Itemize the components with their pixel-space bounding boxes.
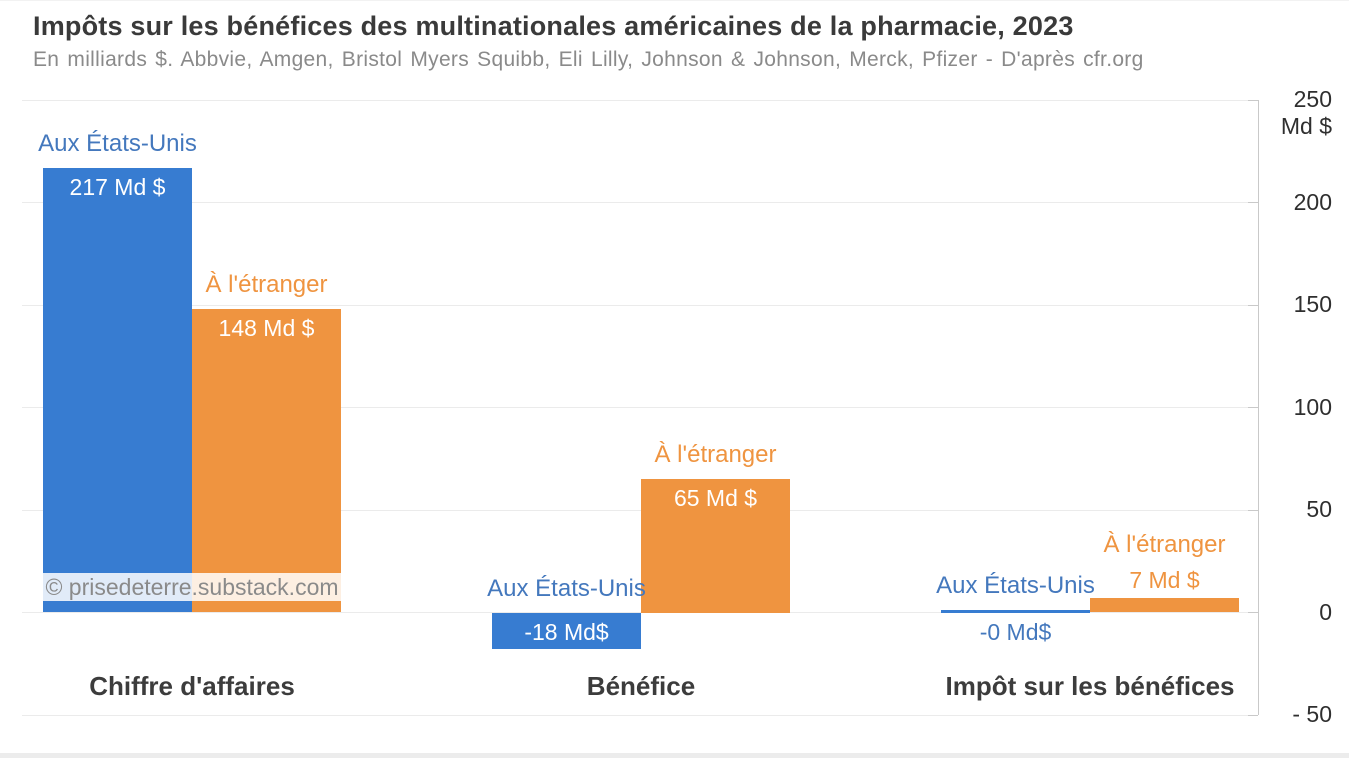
gridline [22,304,1258,306]
series-name-label: À l'étranger [654,441,777,469]
y-axis-tick-label: - 50 [1292,701,1332,727]
category-label: Impôt sur les bénéfices [945,671,1235,701]
y-axis-tick [1248,714,1258,716]
series-name-label: Aux États-Unis [487,574,646,602]
gridline [22,202,1258,203]
y-axis-line [1258,100,1259,715]
gridline [22,99,1258,101]
bar-value-label: 65 Md $ [673,485,758,512]
y-axis-tick [1248,407,1258,408]
bar-value-label: -0 Md$ [979,618,1052,645]
bar-value-label: 148 Md $ [218,315,315,342]
y-axis-tick-label: 100 [1293,393,1332,420]
bottom-border-strip [0,753,1349,758]
series-name-label: À l'étranger [1103,531,1226,559]
y-axis-tick-label: 50 [1306,496,1332,522]
gridline [22,714,1258,716]
bar-value-label: 217 Md $ [69,173,166,200]
bar-value-label: 7 Md $ [1129,567,1200,594]
y-axis-unit-label: Md $ [1280,113,1332,139]
y-axis-tick [1248,612,1258,613]
series-name-label: À l'étranger [205,271,328,299]
bar [192,309,341,613]
y-axis-tick [1248,509,1258,511]
category-label: Bénéfice [586,671,696,701]
bar [1090,598,1239,613]
gridline [22,509,1258,511]
bar [941,609,1090,613]
y-axis-tick-label: 250 [1293,86,1332,112]
chart-subtitle: En milliards $. Abbvie, Amgen, Bristol M… [33,48,1144,71]
series-name-label: Aux États-Unis [936,571,1095,599]
bar [43,167,192,613]
series-name-label: Aux États-Unis [38,129,197,157]
gridline [22,407,1258,408]
y-axis-tick [1248,304,1258,306]
watermark: © prisedeterre.substack.com [43,573,341,601]
y-axis-tick [1248,202,1258,203]
bar [492,612,641,650]
y-axis-tick-label: 150 [1293,291,1332,317]
chart-title: Impôts sur les bénéfices des multination… [33,11,1074,41]
category-label: Chiffre d'affaires [89,671,295,701]
bar [641,479,790,613]
y-axis-tick-label: 0 [1319,598,1332,625]
y-axis-tick [1248,99,1258,101]
bar-value-label: -18 Md$ [524,618,609,645]
y-axis-tick-label: 200 [1293,188,1332,215]
